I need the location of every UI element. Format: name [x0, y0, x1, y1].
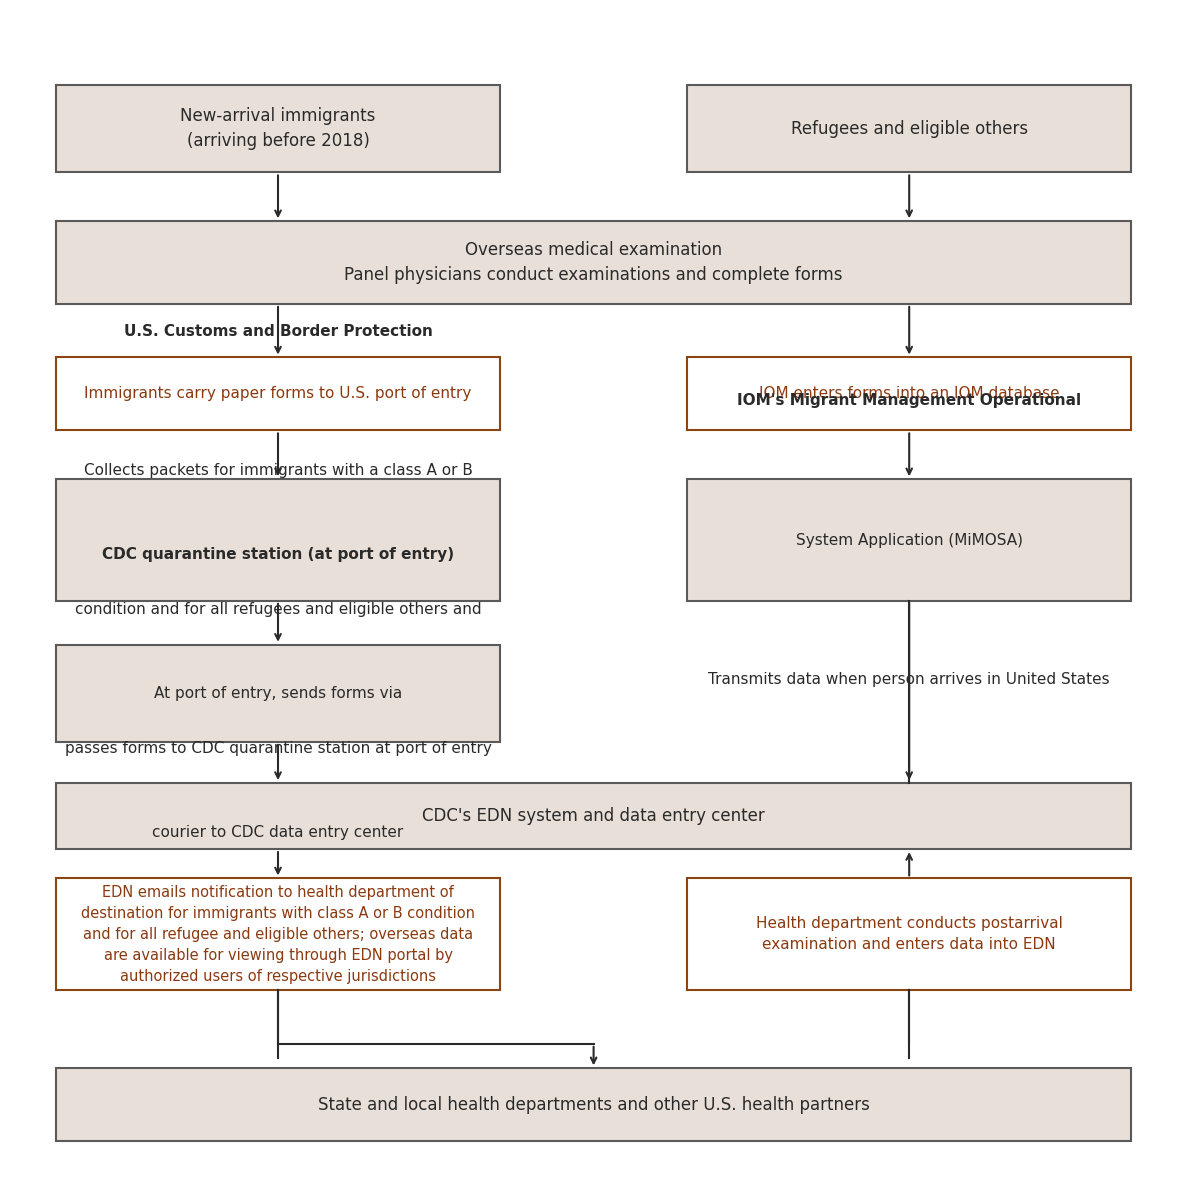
Text: Immigrants carry paper forms to U.S. port of entry: Immigrants carry paper forms to U.S. por…: [84, 386, 472, 402]
Text: passes forms to CDC quarantine station at port of entry: passes forms to CDC quarantine station a…: [64, 741, 492, 757]
Text: Collects packets for immigrants with a class A or B: Collects packets for immigrants with a c…: [84, 462, 473, 478]
Text: Transmits data when person arrives in United States: Transmits data when person arrives in Un…: [709, 672, 1110, 687]
FancyBboxPatch shape: [56, 479, 500, 601]
Text: courier to CDC data entry center: courier to CDC data entry center: [153, 825, 404, 840]
Text: State and local health departments and other U.S. health partners: State and local health departments and o…: [318, 1095, 870, 1113]
FancyBboxPatch shape: [56, 85, 500, 173]
Text: Refugees and eligible others: Refugees and eligible others: [790, 119, 1027, 137]
Text: CDC's EDN system and data entry center: CDC's EDN system and data entry center: [422, 807, 766, 825]
FancyBboxPatch shape: [687, 879, 1132, 991]
Text: condition and for all refugees and eligible others and: condition and for all refugees and eligi…: [75, 602, 481, 617]
Text: New-arrival immigrants
(arriving before 2018): New-arrival immigrants (arriving before …: [180, 107, 376, 150]
Text: CDC quarantine station (at port of entry): CDC quarantine station (at port of entry…: [102, 547, 454, 561]
FancyBboxPatch shape: [56, 645, 500, 743]
FancyBboxPatch shape: [687, 85, 1132, 173]
FancyBboxPatch shape: [56, 358, 500, 430]
Text: IOM enters forms into an IOM database: IOM enters forms into an IOM database: [758, 386, 1059, 402]
FancyBboxPatch shape: [687, 479, 1132, 601]
FancyBboxPatch shape: [56, 783, 1132, 849]
FancyBboxPatch shape: [56, 879, 500, 991]
FancyBboxPatch shape: [687, 358, 1132, 430]
FancyBboxPatch shape: [56, 1068, 1132, 1141]
Text: EDN emails notification to health department of
destination for immigrants with : EDN emails notification to health depart…: [81, 884, 475, 983]
FancyBboxPatch shape: [56, 222, 1132, 304]
Text: Overseas medical examination
Panel physicians conduct examinations and complete : Overseas medical examination Panel physi…: [345, 241, 843, 284]
Text: System Application (MiMOSA): System Application (MiMOSA): [795, 533, 1023, 547]
Text: U.S. Customs and Border Protection: U.S. Customs and Border Protection: [123, 324, 433, 339]
Text: IOM's Migrant Management Operational: IOM's Migrant Management Operational: [737, 393, 1081, 409]
Text: Health department conducts postarrival
examination and enters data into EDN: Health department conducts postarrival e…: [756, 917, 1063, 952]
Text: At port of entry, sends forms via: At port of entry, sends forms via: [154, 685, 402, 701]
